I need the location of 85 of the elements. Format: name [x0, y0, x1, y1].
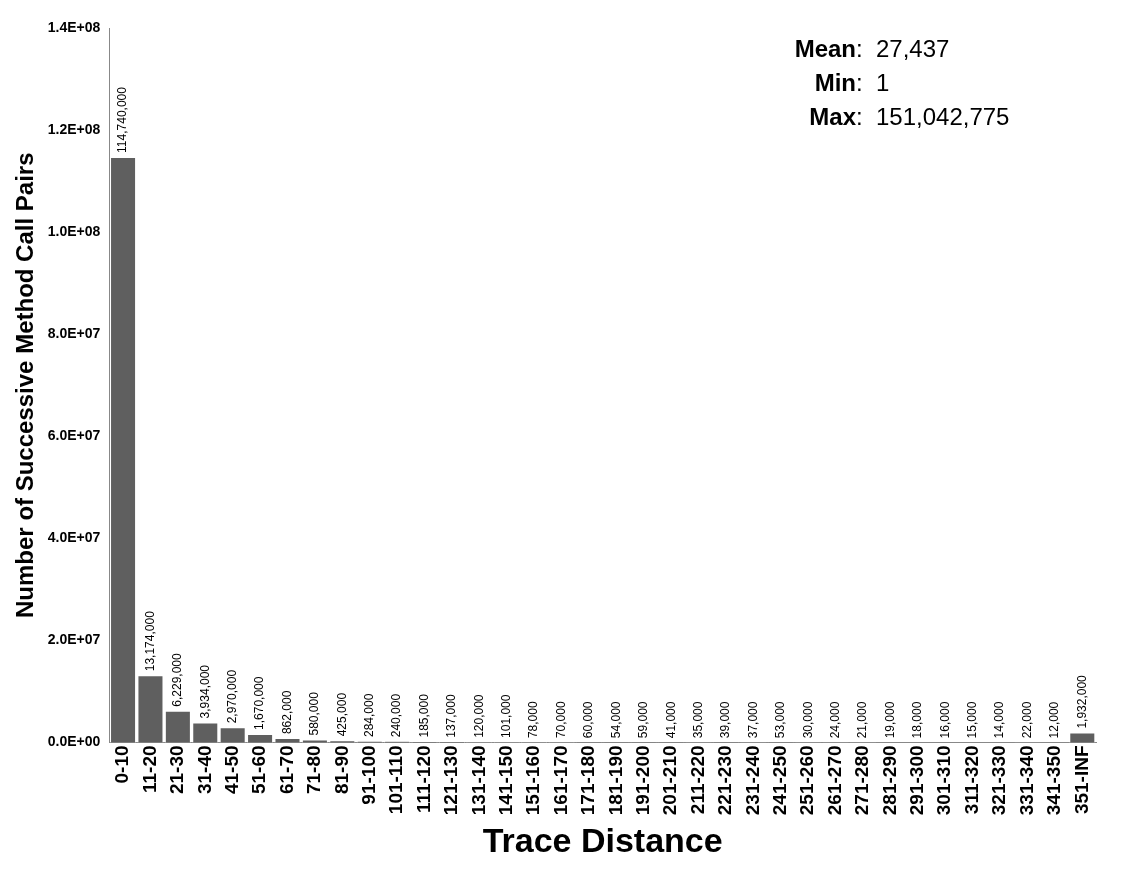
y-tick-label: 6.0E+07 [47, 427, 101, 444]
x-tick-label: 311-320 [960, 745, 982, 815]
data-label: 78,000 [526, 701, 541, 739]
x-tick-label: 141-150 [494, 745, 516, 816]
data-label: 12,000 [1047, 701, 1062, 739]
data-label: 137,000 [444, 694, 459, 738]
data-label: 15,000 [964, 701, 979, 739]
data-label: 70,000 [553, 701, 568, 739]
x-tick-label: 81-90 [330, 745, 352, 795]
data-label: 59,000 [636, 701, 651, 739]
annotation: Mean: 27,437 [794, 34, 950, 62]
x-tick-label: 241-250 [769, 745, 791, 816]
data-label: 53,000 [773, 701, 788, 739]
x-tick-label: 211-220 [686, 745, 708, 815]
data-label: 18,000 [910, 701, 925, 739]
x-tick-label: 91-100 [357, 745, 379, 805]
x-tick-label: 11-20 [138, 745, 160, 794]
data-label: 22,000 [1019, 701, 1034, 739]
y-axis-title: Number of Successive Method Call Pairs [11, 152, 39, 618]
x-tick-label: 61-70 [275, 745, 297, 795]
data-label: 3,934,000 [197, 664, 212, 719]
data-label: 425,000 [334, 692, 349, 737]
x-tick-label: 301-310 [933, 745, 955, 816]
x-tick-label: 21-30 [166, 745, 188, 795]
x-tick-label: 31-40 [193, 745, 215, 795]
data-label: 41,000 [663, 701, 678, 739]
data-label: 580,000 [307, 691, 322, 736]
data-label: 6,229,000 [170, 652, 185, 707]
data-label: 19,000 [882, 701, 897, 739]
x-tick-label: 51-60 [248, 745, 270, 795]
data-label: 2,970,000 [224, 669, 239, 724]
data-label: 21,000 [855, 701, 870, 739]
y-tick-label: 1.2E+08 [47, 120, 101, 137]
x-tick-label: 331-340 [1015, 745, 1037, 816]
data-label: 120,000 [471, 694, 486, 738]
data-label: 60,000 [581, 701, 596, 739]
x-tick-label: 161-170 [549, 745, 571, 816]
x-tick-label: 151-160 [522, 745, 544, 816]
data-label: 1,932,000 [1074, 674, 1089, 729]
y-tick-label: 0.0E+00 [47, 733, 101, 750]
x-tick-label: 261-270 [823, 745, 845, 816]
y-tick-label: 1.0E+08 [47, 222, 101, 239]
x-tick-label: 41-50 [220, 745, 242, 795]
x-tick-label: 71-80 [303, 745, 325, 795]
x-tick-label: 341-350 [1043, 745, 1065, 816]
x-tick-label: 181-190 [604, 745, 626, 816]
annotation: Min: 1 [814, 68, 890, 96]
x-tick-label: 321-330 [988, 745, 1010, 816]
data-label: 284,000 [362, 693, 377, 738]
data-label: 862,000 [279, 690, 294, 735]
x-tick-label: 351-INF [1070, 745, 1092, 815]
x-axis-title: Trace Distance [482, 820, 723, 859]
annotation: Max: 151,042,775 [809, 102, 1010, 130]
data-label: 37,000 [745, 701, 760, 739]
x-tick-label: 171-180 [577, 745, 599, 816]
data-label: 13,174,000 [142, 610, 157, 672]
data-label: 16,000 [937, 701, 952, 739]
y-tick-label: 8.0E+07 [47, 325, 101, 342]
data-label: 185,000 [416, 693, 431, 738]
data-label: 54,000 [608, 701, 623, 739]
x-tick-label: 121-130 [440, 745, 462, 816]
y-tick-label: 1.4E+08 [47, 18, 101, 35]
data-label: 14,000 [992, 701, 1007, 739]
x-tick-label: 291-300 [906, 745, 928, 816]
y-tick-label: 2.0E+07 [47, 631, 101, 648]
x-tick-label: 271-280 [851, 745, 873, 816]
x-tick-label: 201-210 [659, 745, 681, 816]
data-label: 240,000 [389, 693, 404, 738]
data-label: 30,000 [800, 701, 815, 739]
x-tick-label: 111-120 [412, 745, 434, 814]
data-label: 35,000 [690, 701, 705, 739]
data-label: 1,670,000 [252, 676, 267, 730]
x-tick-label: 231-240 [741, 745, 763, 816]
x-tick-label: 191-200 [632, 745, 654, 816]
data-label: 114,740,000 [115, 86, 130, 153]
x-tick-label: 0-10 [111, 745, 133, 784]
x-tick-label: 251-260 [796, 745, 818, 816]
data-label: 24,000 [827, 701, 842, 739]
x-tick-label: 101-110 [385, 745, 407, 815]
y-tick-label: 4.0E+07 [47, 529, 101, 546]
x-tick-label: 131-140 [467, 745, 489, 816]
data-label: 39,000 [718, 701, 733, 739]
data-label: 101,000 [499, 694, 514, 738]
x-tick-label: 281-290 [878, 745, 900, 816]
x-tick-label: 221-230 [714, 745, 736, 816]
